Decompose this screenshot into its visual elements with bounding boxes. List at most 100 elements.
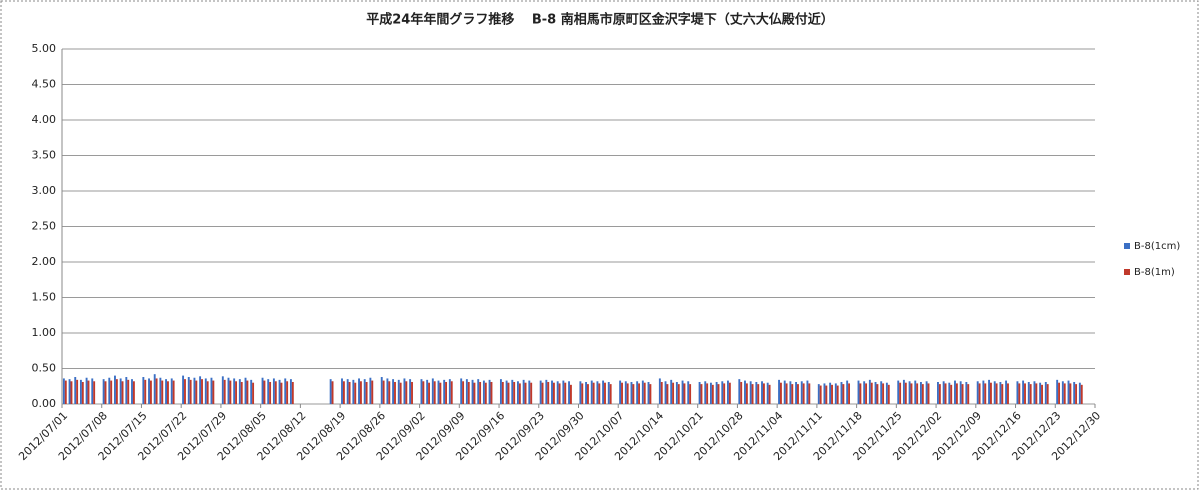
bar	[643, 382, 646, 404]
bar	[462, 381, 465, 404]
bar	[246, 380, 249, 404]
bar	[382, 380, 385, 404]
y-tick-label: 1.50	[32, 291, 57, 304]
bar	[607, 381, 610, 404]
bar	[808, 383, 811, 404]
bar	[744, 380, 746, 404]
bar	[76, 379, 79, 404]
bar	[545, 379, 548, 404]
bar	[579, 381, 582, 404]
bar	[501, 381, 504, 404]
bar	[797, 384, 799, 404]
bar	[448, 379, 451, 404]
bar	[848, 383, 851, 404]
bar	[125, 377, 128, 404]
bar	[919, 381, 922, 404]
bar	[569, 384, 572, 404]
bar	[717, 384, 720, 404]
bar	[897, 380, 900, 404]
bar	[284, 378, 287, 404]
y-tick-label: 0.00	[32, 397, 57, 410]
bar	[1067, 380, 1070, 404]
bar	[1078, 382, 1081, 404]
bar	[944, 383, 947, 404]
bar	[64, 380, 67, 404]
bar	[1058, 382, 1061, 404]
y-tick-label: 3.00	[32, 184, 57, 197]
bar	[568, 381, 570, 404]
legend-swatch	[1124, 243, 1130, 249]
bar	[721, 381, 724, 404]
bar	[624, 381, 627, 404]
bar	[887, 384, 890, 404]
bar	[291, 381, 294, 404]
bar	[1061, 381, 1064, 404]
bar	[70, 381, 73, 404]
bar	[331, 381, 334, 404]
bar	[263, 380, 266, 404]
bar	[921, 384, 924, 404]
bar	[547, 381, 550, 404]
bar	[967, 384, 970, 404]
bar	[709, 382, 712, 404]
bar	[153, 374, 156, 404]
bar	[715, 381, 718, 404]
bar	[728, 382, 731, 404]
bar	[518, 383, 521, 404]
bar	[880, 381, 883, 404]
bar	[121, 381, 124, 404]
bar	[749, 381, 752, 404]
bar	[341, 378, 343, 404]
bar	[85, 377, 88, 404]
bar	[817, 384, 820, 404]
bar	[477, 379, 480, 404]
bar	[638, 383, 640, 404]
bar	[927, 383, 930, 404]
bar	[876, 384, 879, 404]
bar	[1035, 383, 1038, 404]
bar	[757, 384, 760, 404]
bar	[513, 381, 516, 404]
bar	[1007, 383, 1009, 404]
bar	[995, 383, 998, 404]
bar	[908, 381, 911, 404]
bar	[439, 382, 442, 404]
bar	[267, 379, 270, 404]
bar	[870, 382, 873, 404]
bar	[142, 377, 145, 404]
bar	[959, 381, 962, 404]
bar	[388, 381, 391, 404]
y-tick-label: 4.00	[32, 113, 57, 126]
bar	[280, 382, 283, 404]
bar	[937, 381, 939, 404]
bar	[127, 379, 130, 404]
bar	[386, 378, 389, 404]
bar	[666, 384, 669, 404]
bar	[411, 381, 413, 404]
bar	[630, 381, 633, 404]
bar	[711, 384, 714, 404]
bar	[842, 384, 845, 404]
bar	[670, 379, 673, 404]
bar	[604, 382, 606, 404]
bar	[806, 380, 809, 404]
bar	[437, 380, 440, 404]
bar	[443, 379, 446, 404]
bar	[950, 384, 953, 404]
bar	[460, 378, 463, 404]
bar	[465, 379, 468, 404]
bar	[1075, 384, 1078, 404]
bar	[865, 383, 868, 404]
bar	[590, 380, 593, 404]
bar	[704, 381, 707, 404]
bar	[641, 380, 644, 404]
bar	[829, 382, 832, 404]
bar	[119, 378, 122, 404]
bar	[993, 381, 996, 404]
bar	[539, 380, 542, 404]
bar	[795, 381, 798, 404]
bar	[1029, 384, 1032, 404]
bar	[982, 380, 985, 404]
y-tick-label: 3.50	[32, 149, 57, 162]
